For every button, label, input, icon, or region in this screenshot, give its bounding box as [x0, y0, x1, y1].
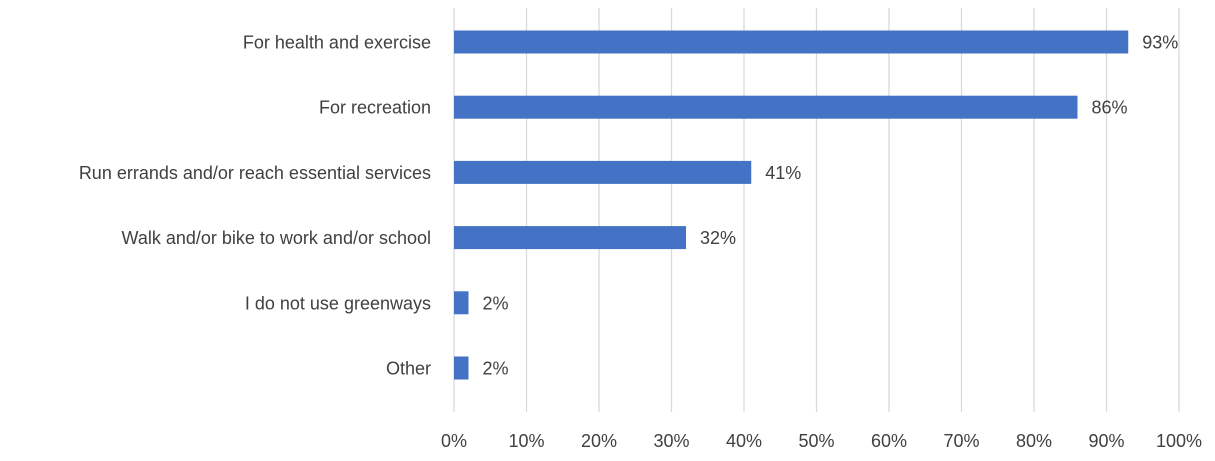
- category-label: Run errands and/or reach essential servi…: [79, 163, 431, 183]
- value-label: 93%: [1142, 33, 1178, 53]
- bars: [454, 30, 1129, 380]
- bar: [454, 291, 469, 315]
- x-tick-label: 80%: [1016, 431, 1052, 451]
- x-tick-label: 0%: [441, 431, 467, 451]
- value-label: 2%: [483, 293, 509, 313]
- category-labels: For health and exercise For recreation Run…: [79, 33, 431, 379]
- x-tick-label: 20%: [581, 431, 617, 451]
- x-tick-label: 90%: [1088, 431, 1124, 451]
- x-tick-label: 10%: [508, 431, 544, 451]
- bar: [454, 160, 752, 184]
- bar: [454, 356, 469, 380]
- bar: [454, 30, 1129, 54]
- x-tick-label: 60%: [871, 431, 907, 451]
- bar: [454, 226, 686, 250]
- category-label: For recreation: [319, 98, 431, 118]
- value-label: 2%: [483, 359, 509, 379]
- x-tick-label: 30%: [653, 431, 689, 451]
- category-label: Walk and/or bike to work and/or school: [122, 228, 431, 248]
- x-tick-label: 70%: [943, 431, 979, 451]
- x-tick-label: 100%: [1156, 431, 1202, 451]
- bar: [454, 95, 1078, 119]
- value-label: 41%: [765, 163, 801, 183]
- x-tick-label: 50%: [798, 431, 834, 451]
- category-label: Other: [386, 359, 431, 379]
- gridlines: [453, 8, 1180, 412]
- x-tick-label: 40%: [726, 431, 762, 451]
- value-label: 86%: [1092, 98, 1128, 118]
- x-axis-tick-labels: 0% 10% 20% 30% 40% 50% 60% 70% 80% 90% 100%: [441, 431, 1202, 451]
- value-labels: 93% 86% 41% 32% 2% 2%: [483, 33, 1179, 379]
- category-label: I do not use greenways: [245, 293, 431, 313]
- category-label: For health and exercise: [243, 33, 431, 53]
- value-label: 32%: [700, 228, 736, 248]
